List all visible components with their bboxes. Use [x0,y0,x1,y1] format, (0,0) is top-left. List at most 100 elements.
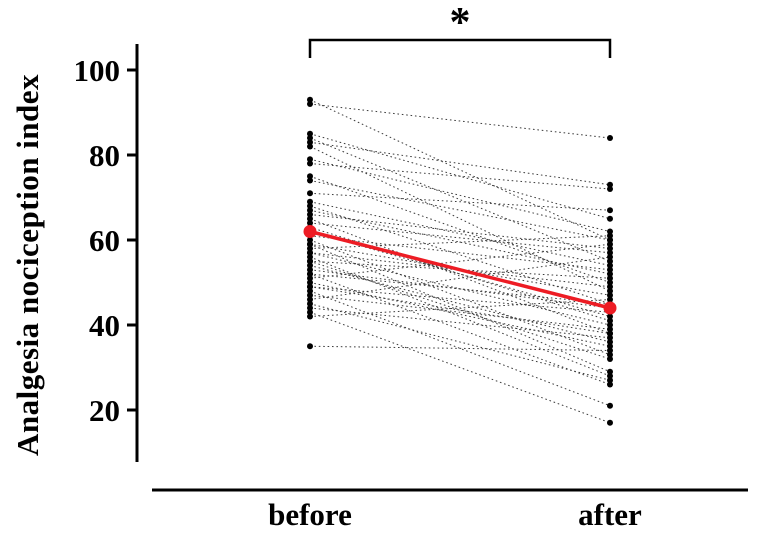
y-tick-label: 100 [74,53,121,88]
pair-line [309,282,611,347]
pair-line [309,214,611,249]
data-point-before [307,241,313,248]
data-point-before [307,245,313,252]
y-axis-label: Analgesia nociception index [10,73,45,457]
data-point-before [307,288,313,294]
data-point-before [307,177,313,184]
data-point-before [307,190,313,197]
data-point-before [307,198,313,205]
pair-line [309,265,611,343]
data-point-after [607,275,613,282]
mean-line [308,229,612,310]
data-point-after [607,292,613,299]
pair-line [309,201,611,266]
data-point-before [307,130,313,137]
pair-line [309,158,611,232]
pair-line [309,163,611,190]
data-point-after [607,258,613,265]
data-point-before [307,305,313,311]
y-tick-label: 60 [89,223,120,258]
data-point-after [607,343,613,350]
data-point-before [307,262,313,269]
data-point-after [607,241,613,248]
data-point-before [307,313,313,320]
data-point-after [607,347,613,354]
data-point-before [307,254,313,260]
data-point-after [607,377,613,384]
data-point-after [607,207,613,214]
pair-line [309,311,611,424]
data-point-before [307,237,313,243]
data-point-after [607,215,613,222]
pair-line [309,146,611,292]
pair-line [309,286,611,313]
data-point-before [307,173,313,180]
pair-line [309,137,611,262]
category-label: after [578,497,642,532]
pair-line [309,299,611,317]
data-point-before [307,292,313,299]
data-point-before [307,279,313,286]
pair-line [309,103,611,139]
data-point-after [607,271,613,277]
data-point-after [607,245,613,252]
data-point-after [607,181,613,188]
data-point-before [307,343,313,350]
data-point-after [607,288,613,294]
data-point-before [307,203,313,209]
data-point-after [607,296,613,303]
data-point-after [607,313,613,320]
pair-line [309,273,611,385]
data-point-before [307,207,313,214]
data-point-before [307,156,313,163]
data-point-after [607,322,613,328]
data-point-before [307,266,313,273]
data-point-before [307,220,313,226]
data-point-before [307,160,313,167]
data-point-after [607,249,613,256]
y-tick-label: 40 [89,308,120,343]
data-point-after [607,262,613,269]
data-point-after [607,283,613,290]
pair-line [309,218,611,334]
data-point-before [307,215,313,222]
data-point-after [607,317,613,324]
data-point-after [607,237,613,243]
data-point-before [307,300,313,307]
data-point-after [607,334,613,341]
data-point-before [307,96,313,103]
pair-line [309,307,611,339]
data-point-after [607,339,613,345]
pair-line [309,303,611,381]
data-point-after [607,279,613,286]
significance-bracket [308,38,612,58]
data-point-after [607,351,613,358]
data-point-after [607,402,613,409]
pair-line [309,286,611,334]
pair-line [309,294,611,330]
data-point-after [607,326,613,333]
data-point-after [607,232,613,239]
data-point-before [307,275,313,282]
pair-line [309,235,611,271]
pair-line [309,222,611,254]
category-label: before [268,497,352,532]
pair-line [309,269,611,309]
data-point-after [607,419,613,426]
data-point-after [607,381,613,388]
pair-line [309,133,611,220]
data-point-after [607,228,613,235]
pair-line [309,243,611,279]
data-point-after [607,254,613,260]
data-point-before [307,309,313,316]
pair-line [309,273,611,305]
data-point-before [307,143,313,150]
pair-line [309,192,611,211]
pair-line [309,141,611,186]
pair-line [309,209,611,275]
data-point-after [607,135,613,141]
data-point-before [307,271,313,277]
data-point-after [607,186,613,192]
